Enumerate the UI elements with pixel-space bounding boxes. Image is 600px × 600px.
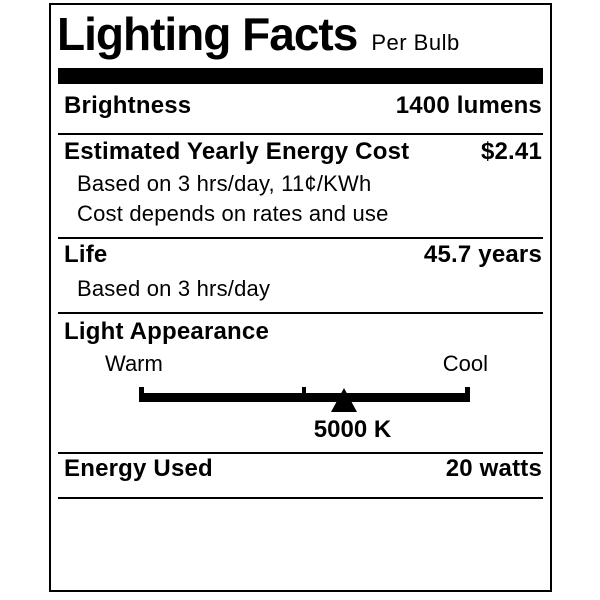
warm-label: Warm [105,351,163,376]
life-note: Based on 3 hrs/day [77,276,271,301]
light-appearance-heading: Light Appearance [64,318,270,345]
energy-used-value: 20 watts [445,455,542,482]
energy-cost-value: $2.41 [480,138,542,165]
label-subtitle: Per Bulb [371,30,460,55]
energy-cost-note: Based on 3 hrs/day, 11¢/KWh [77,171,372,196]
label-header: Lighting Facts Per Bulb [57,11,542,57]
life-value: 45.7 years [423,241,542,268]
section-divider [58,133,543,135]
scale-bar [139,393,470,402]
energy-cost-label: Estimated Yearly Energy Cost [64,138,410,165]
energy-used-label: Energy Used [64,455,213,482]
section-divider [58,237,543,239]
color-temperature-scale [51,385,550,415]
section-divider [58,312,543,314]
energy-cost-note: Cost depends on rates and use [77,201,389,226]
life-label: Life [64,241,108,268]
brightness-label: Brightness [64,92,192,119]
label-title: Lighting Facts [57,8,358,60]
section-divider [58,452,543,454]
brightness-value: 1400 lumens [395,92,542,119]
cool-label: Cool [442,351,488,376]
life-row: Life 45.7 years [64,241,542,269]
energy-cost-row: Estimated Yearly Energy Cost $2.41 [64,138,542,166]
lighting-facts-label: Lighting Facts Per Bulb Brightness 1400 … [49,3,552,592]
kelvin-value: 5000 K [313,416,392,443]
triangle-marker-icon [331,388,358,412]
brightness-row: Brightness 1400 lumens [64,92,542,120]
header-divider-bar [58,68,543,84]
warm-cool-labels: Warm Cool [105,351,488,377]
energy-used-row: Energy Used 20 watts [64,455,542,483]
section-divider [58,497,543,499]
